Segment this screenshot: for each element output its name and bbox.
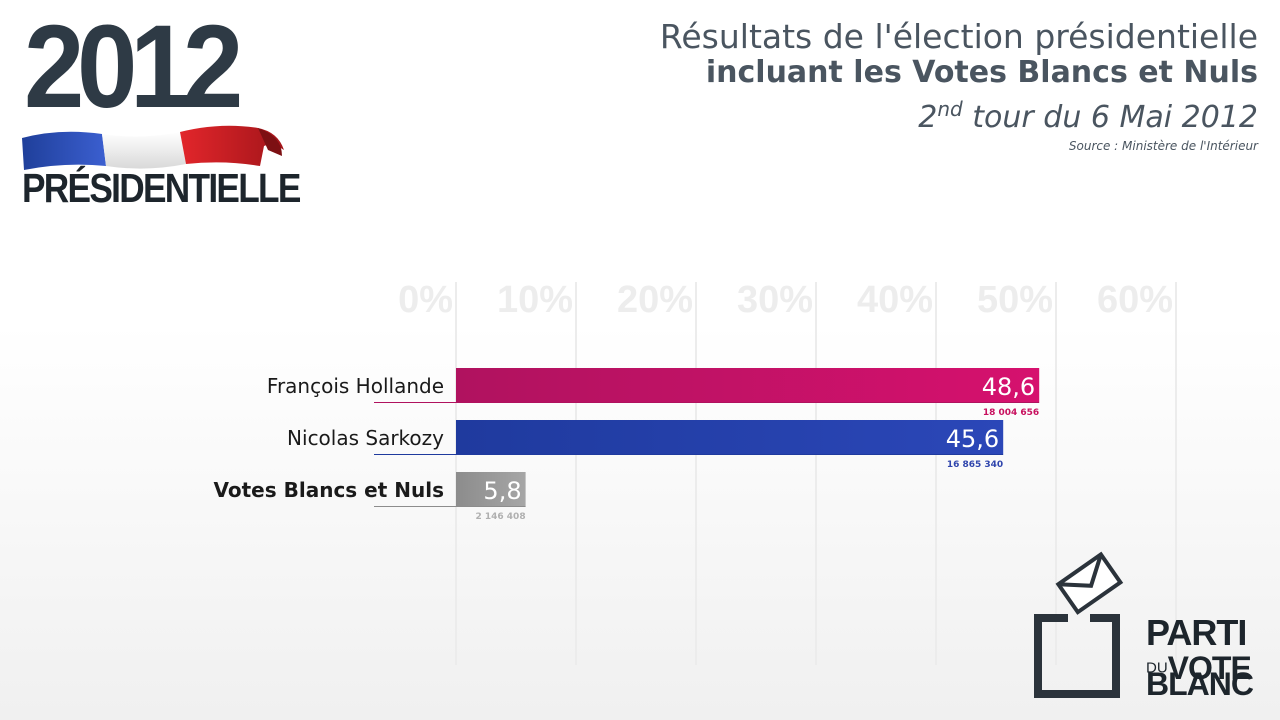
presidentielle-2012-logo: 2012 PRÉSIDENTIELLE bbox=[18, 8, 301, 209]
category-label: François Hollande bbox=[267, 374, 444, 398]
chart-subtitle: 2nd tour du 6 Mai 2012 bbox=[660, 90, 1258, 137]
x-tick-label: 60% bbox=[1097, 279, 1173, 321]
party-word-vote: VOTE bbox=[1167, 650, 1252, 686]
category-label: Nicolas Sarkozy bbox=[287, 426, 444, 450]
party-word-du: DU bbox=[1146, 659, 1168, 677]
bar bbox=[456, 420, 1004, 454]
party-word-du-vote: DUVOTE bbox=[1146, 650, 1252, 686]
x-tick-label: 0% bbox=[398, 279, 453, 321]
source-note: Source : Ministère de l'Intérieur bbox=[1068, 139, 1258, 153]
logo-year: 2012 bbox=[24, 1, 243, 133]
x-tick-label: 20% bbox=[617, 279, 693, 321]
vote-count-label: 16 865 340 bbox=[947, 460, 1003, 470]
party-word-blanc: BLANC bbox=[1146, 666, 1254, 702]
logo-word: PRÉSIDENTIELLE bbox=[22, 165, 301, 211]
subtitle-rest: tour du 6 Mai 2012 bbox=[962, 100, 1258, 135]
ballot-box-icon bbox=[1034, 551, 1124, 698]
data-label: 5,8 bbox=[483, 477, 521, 505]
chart-title-bold: incluant les Votes Blancs et Nuls bbox=[705, 55, 1258, 90]
category-label: Votes Blancs et Nuls bbox=[214, 478, 445, 502]
subtitle-suffix: nd bbox=[937, 97, 963, 121]
data-label: 48,6 bbox=[982, 373, 1035, 401]
chart-title: Résultats de l'élection présidentielle bbox=[659, 17, 1258, 56]
vote-count-label: 18 004 656 bbox=[983, 408, 1039, 418]
x-tick-label: 50% bbox=[977, 279, 1053, 321]
data-label: 45,6 bbox=[946, 425, 999, 453]
bar bbox=[456, 472, 526, 506]
party-word-parti: PARTI bbox=[1146, 612, 1247, 653]
chart-header: Résultats de l'élection présidentielle i… bbox=[659, 17, 1258, 154]
x-tick-label: 30% bbox=[737, 279, 813, 321]
x-tick-label: 40% bbox=[857, 279, 933, 321]
french-flag-ribbon-icon bbox=[22, 125, 284, 170]
vote-count-label: 2 146 408 bbox=[475, 512, 525, 522]
bar bbox=[456, 368, 1040, 402]
subtitle-ordinal: 2 bbox=[918, 100, 938, 135]
x-tick-label: 10% bbox=[497, 279, 573, 321]
